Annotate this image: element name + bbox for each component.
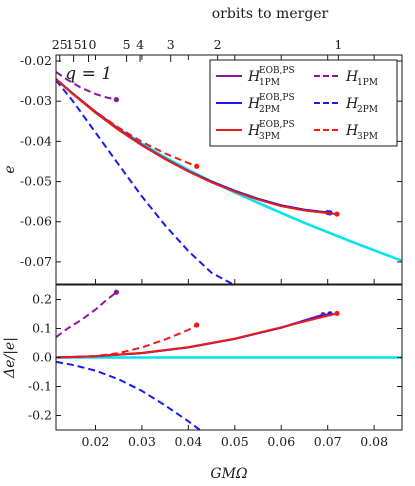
x-tick-label: 0.05 [221, 434, 249, 449]
legend-sup-eob2: EOB,PS [259, 93, 295, 103]
top-series-group [56, 71, 402, 284]
legend-label-pm1: H [345, 69, 359, 85]
top-axis-tick-label: 5 [123, 37, 131, 52]
bottom-panel-ylabel: Δe/|e| [2, 337, 18, 379]
x-tick-label: 0.06 [267, 434, 295, 449]
bottom-endpoint-eob3 [334, 310, 340, 317]
top-axis-tick-label: 15 [66, 37, 82, 52]
bottom-ytick-label: 0.0 [32, 350, 52, 365]
legend-sub-pm1: 1PM [357, 78, 378, 88]
plot-layer: -0.07 -0.06 -0.05 -0.04 -0.03 -0.02 -0.2 -0.1 0.… [20, 37, 403, 449]
bottom-series-pm2 [56, 360, 201, 430]
legend-sub-pm3: 3PM [357, 132, 378, 142]
bottom-series-eob2 [56, 312, 331, 359]
top-axis-tick-label: 3 [167, 37, 175, 52]
x-tick-label: 0.07 [314, 434, 342, 449]
top-ytick-label: -0.04 [20, 133, 52, 148]
top-series-pm3 [56, 78, 198, 168]
bottom-panel: -0.2 -0.1 0.0 0.1 0.2 [28, 284, 403, 431]
top-ytick-label: -0.06 [20, 214, 52, 229]
legend-label-pm3: H [345, 123, 359, 139]
top-axis-tick-label: 4 [136, 37, 144, 52]
top-endpoint-pm1 [113, 96, 119, 103]
top-axis-title: orbits to merger [212, 6, 329, 22]
annotation-q: q = 1 [65, 64, 112, 84]
bottom-ytick-label: -0.1 [28, 379, 52, 394]
top-series-pm1 [56, 71, 117, 101]
top-ytick-label: -0.07 [20, 254, 52, 269]
legend-sub-eob2: 2PM [259, 105, 280, 115]
legend-label-eob1: H [247, 69, 261, 85]
x-tick-label: 0.08 [360, 434, 388, 449]
top-series-pm2 [56, 79, 233, 284]
bottom-series-eob1 [56, 313, 324, 359]
top-axis-tick-label: 1 [334, 37, 342, 52]
bottom-series-pm3 [56, 324, 198, 359]
bottom-ytick-label: 0.2 [32, 292, 52, 307]
top-ytick-label: -0.02 [20, 53, 52, 68]
top-frame [55, 54, 403, 285]
top-endpoint-eob3 [334, 211, 340, 217]
legend-sub-eob3: 3PM [259, 132, 280, 142]
top-axis-tick-label: 25 [52, 37, 68, 52]
top-panel: -0.07 -0.06 -0.05 -0.04 -0.03 -0.02 [20, 53, 403, 285]
legend-sup-eob1: EOB,PS [259, 66, 295, 76]
legend-label-eob2: H [247, 96, 261, 112]
top-ytick-label: -0.03 [20, 93, 52, 108]
bottom-series-group [56, 289, 402, 430]
bottom-endpoint-pm1 [113, 289, 119, 295]
x-tick-label: 0.02 [82, 434, 110, 449]
bottom-endpoint-pm3 [194, 322, 200, 328]
legend-label-eob3: H [247, 123, 261, 139]
legend-sup-eob3: EOB,PS [259, 120, 295, 130]
bottom-ytick-label: 0.1 [32, 321, 52, 336]
x-tick-label: 0.03 [128, 434, 156, 449]
top-endpoint-pm3 [194, 163, 200, 169]
legend-label-pm2: H [345, 96, 359, 112]
bottom-series-pm1 [56, 291, 118, 338]
top-series-eob3 [56, 78, 338, 216]
top-ytick-label: -0.05 [20, 174, 52, 189]
top-axis-tick-label: 10 [81, 37, 97, 52]
top-axis-tick-label: 2 [214, 37, 222, 52]
x-axis-label: GMΩ [210, 466, 248, 482]
bottom-ytick-label: -0.2 [28, 408, 52, 423]
top-panel-ylabel: e [2, 165, 18, 173]
bottom-series-eob3 [56, 312, 338, 359]
legend-sub-eob1: 1PM [259, 78, 280, 88]
x-tick-label: 0.04 [174, 434, 202, 449]
legend-sub-pm2: 2PM [357, 105, 378, 115]
